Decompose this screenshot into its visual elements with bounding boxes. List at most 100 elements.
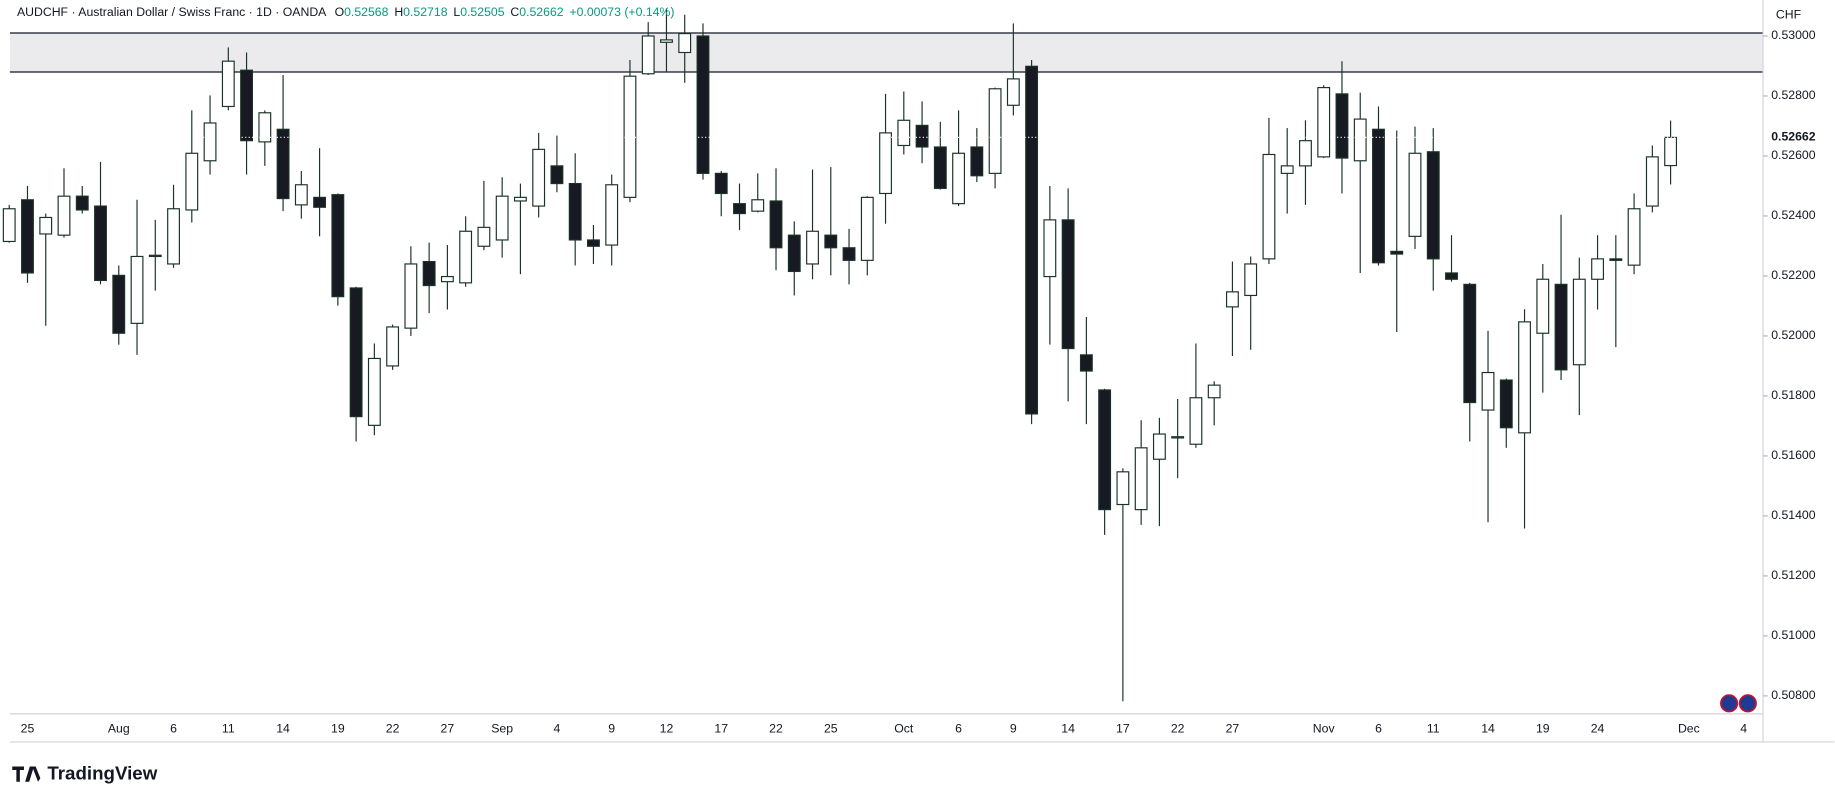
candle-body-up [1353, 118, 1367, 162]
candle-body-down [1098, 389, 1112, 511]
candle-body-up [623, 75, 637, 198]
candle-body-up [203, 122, 217, 162]
candle-body-up [952, 152, 966, 205]
flag-icon [1738, 694, 1757, 713]
candle-body-up [39, 216, 53, 235]
candle-body-up [1152, 433, 1166, 460]
x-tick-label: 14 [1481, 721, 1495, 735]
x-tick-label: 22 [1171, 721, 1185, 735]
candle-body-down [1025, 65, 1039, 415]
candle-body-up [1645, 156, 1659, 207]
candle-body-up [148, 254, 162, 258]
candle-body-down [1463, 283, 1477, 404]
candle-body-up [513, 196, 527, 202]
candle-body-down [21, 199, 34, 274]
candle-body-up [221, 60, 235, 108]
x-tick-label: 6 [170, 721, 177, 735]
candle-body-down [1079, 354, 1093, 372]
y-tick-label: 0.52000 [1771, 328, 1816, 342]
candle-body-up [1572, 278, 1586, 366]
x-tick-label: 27 [1226, 721, 1240, 735]
candle-body-up [678, 33, 692, 54]
y-tick-label: 0.51000 [1771, 628, 1816, 642]
candle-body-down [824, 234, 838, 249]
candle-body-up [1171, 436, 1185, 439]
candle-body-up [367, 357, 381, 426]
x-tick-label: 27 [441, 721, 455, 735]
candle-body-up [532, 148, 546, 207]
x-tick-label: Nov [1313, 721, 1336, 735]
candle-body-down [331, 194, 345, 298]
candle-body-up [1189, 397, 1203, 445]
x-tick-label: 4 [554, 721, 561, 735]
x-tick-label: 25 [21, 721, 35, 735]
candle-body-up [495, 195, 509, 241]
candle-body-up [860, 196, 874, 261]
candle-body-up [167, 208, 180, 265]
candle-body-down [915, 124, 929, 148]
ohlc-prefix: H [394, 5, 403, 19]
candle-body-up [879, 132, 892, 195]
candle-body-up [1207, 384, 1221, 399]
x-tick-label: 11 [1427, 721, 1440, 735]
candle-body-up [897, 119, 911, 147]
candle-body-up [386, 326, 400, 367]
y-tick-label: 0.52800 [1771, 88, 1816, 102]
x-tick-label: 14 [1061, 721, 1075, 735]
x-tick-label: 19 [331, 721, 345, 735]
price-change: +0.00073 (+0.14%) [569, 5, 674, 19]
currency-label[interactable]: CHF [1776, 7, 1801, 21]
x-tick-label: 14 [276, 721, 290, 735]
candle-body-up [1225, 291, 1239, 308]
candle-body-up [605, 184, 619, 246]
x-tick-label: 25 [824, 721, 838, 735]
candle-body-down [1554, 283, 1568, 371]
y-tick-label: 0.50800 [1771, 688, 1816, 702]
symbol-header: AUDCHF · Australian Dollar / Swiss Franc… [17, 5, 675, 19]
y-tick-label: 0.51200 [1771, 568, 1816, 582]
candle-body-down [769, 200, 783, 249]
candle-body-up [1262, 153, 1276, 260]
candle-body-up [641, 35, 655, 75]
candle-body-down [696, 35, 710, 174]
x-tick-label: 12 [660, 721, 674, 735]
brand-logo[interactable]: TradingView [12, 763, 158, 784]
candle-body-up [1408, 152, 1422, 237]
candle-body-down [1499, 379, 1513, 429]
candle-body-down [587, 239, 600, 247]
candle-body-up [1006, 78, 1020, 106]
candle-body-down [276, 128, 290, 200]
candle-body-up [751, 199, 765, 212]
ohlc-value: 0.52662 [519, 5, 564, 19]
y-tick-label: 0.51400 [1771, 508, 1816, 522]
flag-icon [1720, 694, 1739, 713]
candle-body-up [660, 39, 673, 43]
candle-body-up [57, 195, 71, 236]
brand-name: TradingView [47, 763, 157, 784]
ohlc-value: 0.52505 [460, 5, 505, 19]
candle-body-down [112, 274, 126, 334]
ohlc-prefix: C [510, 5, 519, 19]
x-tick-label: Dec [1678, 721, 1700, 735]
last-price-label: 0.52662 [1771, 130, 1816, 144]
candle-body-up [440, 275, 454, 283]
candle-body-down [1609, 258, 1623, 261]
candle-body-up [185, 152, 199, 211]
x-tick-label: 6 [955, 721, 962, 735]
candle-body-up [258, 112, 272, 143]
x-tick-label: 17 [1116, 721, 1130, 735]
x-tick-label: 9 [608, 721, 615, 735]
x-tick-label: 4 [1740, 721, 1747, 735]
x-tick-label: Oct [894, 721, 914, 735]
currency-box[interactable] [1765, 2, 1813, 29]
candle-body-up [294, 184, 308, 206]
candle-body-down [787, 234, 801, 273]
ohlc-prefix: L [453, 5, 460, 19]
candle-body-down [1390, 250, 1404, 255]
candle-body-down [733, 203, 746, 215]
candle-body-down [970, 146, 984, 177]
x-tick-label: Aug [108, 721, 130, 735]
x-tick-label: 19 [1536, 721, 1550, 735]
